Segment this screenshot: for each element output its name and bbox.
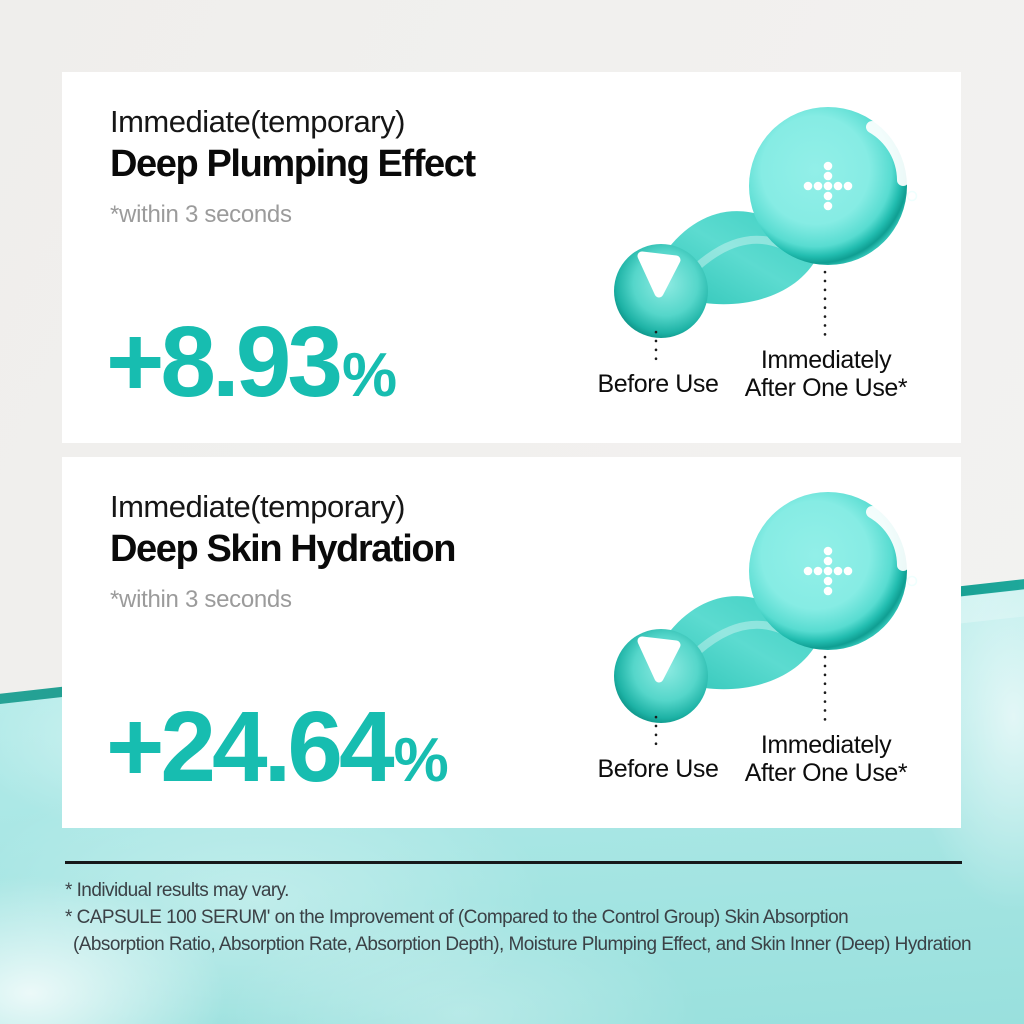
triangle-highlight-icon — [637, 251, 681, 298]
plus-dots-icon — [803, 161, 853, 211]
stat-card-hydration: Immediate(temporary) Deep Skin Hydration… — [62, 457, 961, 828]
droplet-illustration — [614, 492, 918, 751]
stat-value: +24.64 — [106, 691, 395, 803]
card-title-line1: Immediate(temporary) — [110, 104, 405, 139]
card-title-line1: Immediate(temporary) — [110, 489, 405, 524]
stat-card-plumping: Immediate(temporary) Deep Plumping Effec… — [62, 72, 961, 443]
disclaimer-line: * CAPSULE 100 SERUM' on the Improvement … — [65, 907, 849, 928]
before-use-label: Before Use — [597, 370, 719, 398]
tiny-bubble — [906, 575, 918, 587]
after-use-label-line2: After One Use* — [744, 374, 908, 402]
after-use-label-line1: Immediately — [760, 346, 892, 374]
disclaimer: * Individual results may vary. * CAPSULE… — [65, 877, 972, 958]
after-use-label: Immediately After One Use* — [733, 346, 919, 402]
tiny-bubble — [906, 190, 918, 202]
plus-dots-icon — [803, 546, 853, 596]
before-use-label: Before Use — [597, 755, 719, 783]
disclaimer-line: (Absorption Ratio, Absorption Rate, Abso… — [73, 934, 972, 955]
droplet-gloss-highlight — [866, 121, 909, 186]
stat-value: +8.93 — [106, 306, 343, 418]
after-use-label-line2: After One Use* — [744, 759, 908, 787]
stat-figure: +8.93% — [106, 312, 397, 412]
triangle-highlight-icon — [637, 636, 681, 683]
card-subtitle: *within 3 seconds — [110, 201, 292, 228]
after-use-label-line1: Immediately — [760, 731, 892, 759]
stat-figure: +24.64% — [106, 697, 449, 797]
percent-sign: % — [393, 726, 449, 795]
footer-divider — [65, 861, 962, 864]
droplet-illustration — [614, 107, 918, 366]
card-title-line2: Deep Plumping Effect — [110, 143, 476, 185]
card-title-line2: Deep Skin Hydration — [110, 528, 456, 570]
percent-sign: % — [342, 341, 397, 410]
droplet-figure: Before Use Immediately After One Use* — [580, 98, 940, 418]
card-subtitle: *within 3 seconds — [110, 586, 292, 613]
droplet-figure: Before Use Immediately After One Use* — [580, 483, 940, 803]
disclaimer-line: * Individual results may vary. — [65, 880, 289, 901]
droplet-gloss-highlight — [866, 506, 909, 571]
after-use-label: Immediately After One Use* — [733, 731, 919, 787]
